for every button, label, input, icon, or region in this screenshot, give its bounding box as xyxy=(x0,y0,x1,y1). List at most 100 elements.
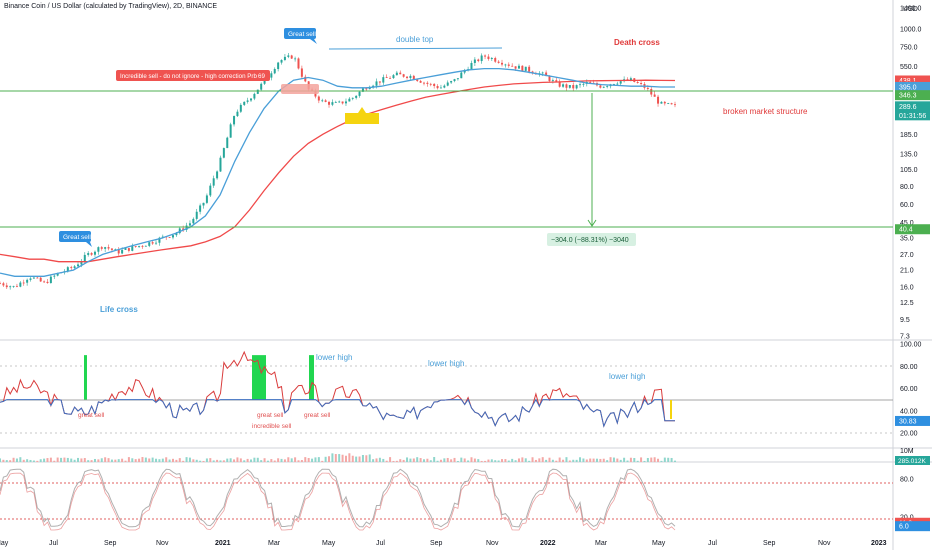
time-tick: Jul xyxy=(376,540,385,547)
volume-bar xyxy=(419,458,422,462)
currency-label: USD xyxy=(903,6,918,13)
volume-bar xyxy=(402,459,405,462)
candle-body xyxy=(100,247,103,249)
candle-body xyxy=(243,101,246,105)
candle-body xyxy=(141,245,144,247)
volume-bar xyxy=(606,460,609,462)
volume-bar xyxy=(612,457,615,462)
candle-body xyxy=(321,100,324,102)
volume-bar xyxy=(365,455,368,462)
volume-bar xyxy=(324,456,327,462)
measure-arrowhead xyxy=(587,219,597,227)
price-tick: 12.5 xyxy=(900,300,914,307)
volume-bar xyxy=(246,458,249,462)
volume-bar xyxy=(0,458,1,462)
time-tick: 2023 xyxy=(871,540,887,547)
candle-body xyxy=(22,282,25,284)
candle-body xyxy=(599,85,602,88)
candle-body xyxy=(26,279,29,283)
volume-bar xyxy=(551,459,554,462)
volume-bar xyxy=(192,459,195,462)
rsi-tick: 60.00 xyxy=(900,386,918,393)
candle-body xyxy=(521,65,524,71)
candle-body xyxy=(636,82,639,83)
candle-body xyxy=(304,76,307,82)
volume-bar xyxy=(107,458,110,462)
great-sell-top-tail xyxy=(310,39,317,44)
volume-bar xyxy=(222,460,225,462)
candle-body xyxy=(36,277,39,279)
volume-bar xyxy=(256,457,259,462)
candle-body xyxy=(93,251,96,255)
price-badge xyxy=(895,90,930,101)
volume-bar xyxy=(188,457,191,462)
volume-bar xyxy=(650,457,653,462)
volume-bar xyxy=(592,458,595,462)
volume-badge xyxy=(895,456,930,465)
volume-bar xyxy=(171,458,174,462)
volume-bar xyxy=(565,457,568,462)
volume-bar xyxy=(375,458,378,462)
volume-bar xyxy=(314,457,317,462)
candle-body xyxy=(29,278,32,280)
volume-bar xyxy=(56,457,59,462)
candle-body xyxy=(375,81,378,86)
volume-bar xyxy=(524,458,527,462)
candle-body xyxy=(334,102,337,103)
volume-bar xyxy=(124,460,127,462)
price-tick: 135.0 xyxy=(900,151,918,158)
volume-bar xyxy=(321,460,324,462)
candle-body xyxy=(12,285,15,287)
candle-body xyxy=(545,72,548,77)
volume-bar xyxy=(355,456,358,462)
stoch-d-line xyxy=(0,468,676,528)
volume-bar xyxy=(290,458,293,462)
time-tick: Jul xyxy=(49,540,58,547)
candle-body xyxy=(562,84,565,87)
price-tick: 105.0 xyxy=(900,167,918,174)
candle-body xyxy=(148,242,151,246)
volume-bar xyxy=(53,460,56,462)
volume-bar xyxy=(575,459,578,462)
candle-body xyxy=(344,101,347,104)
volume-bar xyxy=(141,457,144,462)
candle-body xyxy=(524,66,527,71)
volume-bar xyxy=(463,458,466,462)
candle-body xyxy=(460,72,463,79)
candle-body xyxy=(294,58,297,60)
candle-body xyxy=(287,55,290,57)
volume-bar xyxy=(616,458,619,462)
candle-body xyxy=(568,85,571,88)
volume-bar xyxy=(636,460,639,462)
volume-bar xyxy=(548,457,551,462)
volume-bar xyxy=(138,458,141,462)
volume-bar xyxy=(436,460,439,462)
candle-body xyxy=(572,85,575,89)
candle-body xyxy=(368,87,371,90)
volume-bar xyxy=(470,457,473,462)
volume-bar xyxy=(646,457,649,462)
volume-bar xyxy=(582,458,585,462)
rsi-current-badge xyxy=(895,415,930,426)
candle-body xyxy=(348,98,351,102)
volume-bar xyxy=(477,459,480,462)
candle-body xyxy=(389,77,392,79)
volume-bar xyxy=(450,459,453,462)
volume-bar xyxy=(205,458,208,462)
volume-bar xyxy=(110,459,113,462)
rsi-tick: 80.00 xyxy=(900,364,918,371)
volume-bar xyxy=(155,458,158,462)
candle-body xyxy=(185,225,188,230)
volume-bar xyxy=(674,460,676,462)
volume-bar xyxy=(568,460,571,462)
price-tick: 27.0 xyxy=(900,252,914,259)
candle-body xyxy=(127,248,130,251)
volume-bar xyxy=(443,458,446,462)
volume-bar xyxy=(389,457,392,462)
volume-bar xyxy=(501,459,504,462)
volume-bar xyxy=(127,457,130,462)
time-tick: 2022 xyxy=(540,540,556,547)
candle-body xyxy=(2,283,5,286)
volume-bar xyxy=(168,459,171,462)
